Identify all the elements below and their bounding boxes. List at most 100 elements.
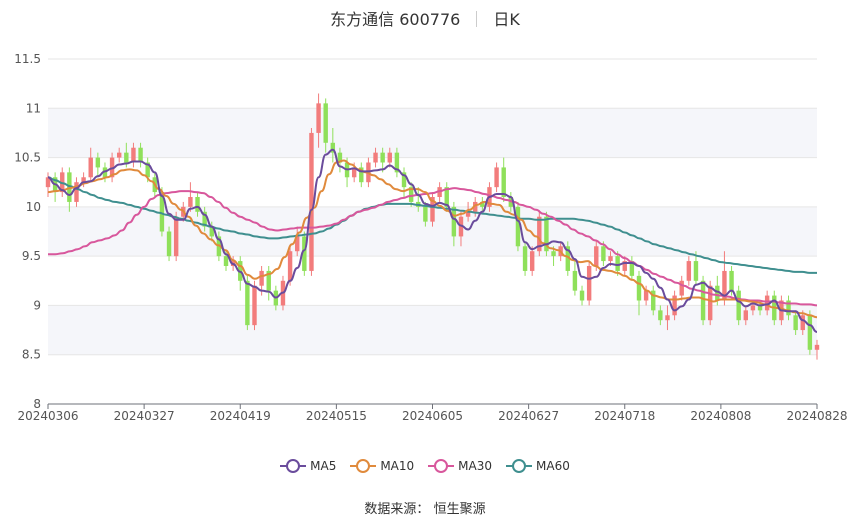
candle: [444, 182, 449, 212]
candle: [651, 285, 656, 316]
candle-body: [309, 132, 314, 271]
candle-body: [729, 270, 734, 291]
candle-body: [793, 315, 798, 331]
candle: [786, 295, 791, 321]
candle: [736, 285, 741, 326]
candle-body: [131, 147, 136, 163]
candle: [45, 172, 51, 197]
candle: [672, 290, 677, 321]
x-tick-label: 20240515: [306, 409, 367, 423]
candle: [188, 182, 193, 212]
x-tick-label: 20240605: [402, 409, 463, 423]
legend-item-ma10[interactable]: MA10: [350, 459, 414, 473]
candle-body: [480, 201, 485, 207]
candle-body: [494, 167, 499, 188]
candle-body: [501, 167, 506, 197]
candle: [522, 241, 528, 276]
legend-label: MA5: [310, 459, 337, 473]
candle: [287, 246, 293, 286]
y-tick-label: 11.5: [14, 52, 41, 66]
candle: [195, 192, 200, 217]
candle: [380, 147, 385, 173]
legend-label: MA60: [536, 459, 570, 473]
candle: [665, 305, 670, 331]
candle: [793, 310, 798, 335]
candle-body: [401, 172, 407, 188]
y-axis: 8 8.5 9 9.5 10 10.5 11 11.5: [14, 52, 41, 411]
candle-body: [209, 226, 214, 237]
candle: [373, 147, 378, 168]
candle-body: [173, 216, 179, 257]
candle: [209, 221, 214, 242]
candle-body: [608, 256, 613, 262]
candle-body: [259, 270, 264, 286]
candle-body: [786, 300, 791, 316]
candle: [116, 147, 122, 163]
candle: [529, 246, 535, 276]
candle-body: [615, 256, 620, 271]
candle-body: [643, 290, 649, 301]
candle-body: [138, 147, 143, 163]
candle-body: [145, 162, 150, 178]
candle-body: [529, 251, 535, 271]
candle-body: [81, 177, 86, 183]
candle: [658, 305, 663, 326]
legend-item-ma30[interactable]: MA30: [428, 459, 492, 473]
series-line-ma30: [48, 187, 818, 307]
moving-average-lines: [47, 148, 818, 333]
candle: [401, 167, 407, 197]
candle: [95, 152, 101, 178]
x-tick-label: 20240627: [498, 409, 559, 423]
candle-body: [45, 177, 51, 188]
candle-body: [287, 251, 293, 281]
legend-label: MA30: [458, 459, 493, 473]
candle-body: [88, 157, 93, 178]
candle-body: [465, 211, 471, 217]
legend-marker-icon: [280, 459, 307, 473]
candle-body: [302, 236, 307, 271]
candle-body: [622, 261, 627, 271]
candle-body: [116, 152, 122, 158]
y-tick-label: 9: [33, 298, 41, 312]
candle-body: [579, 290, 585, 301]
candle: [394, 147, 400, 178]
x-tick-label: 20240718: [594, 409, 655, 423]
candle: [686, 256, 692, 286]
candle: [643, 285, 649, 306]
candle-body: [316, 103, 321, 133]
candle-body: [159, 192, 165, 232]
legend-item-ma60[interactable]: MA60: [506, 459, 570, 473]
legend: MA5 MA10 MA30 MA60: [0, 459, 850, 476]
legend-marker-icon: [428, 459, 455, 473]
candle: [629, 256, 635, 281]
candle: [81, 172, 86, 188]
legend-label: MA10: [380, 459, 415, 473]
candle-body: [245, 280, 250, 326]
x-tick-label: 20240306: [17, 409, 78, 423]
source-value: 恒生聚源: [433, 502, 486, 517]
legend-item-ma5[interactable]: MA5: [280, 459, 336, 473]
source-label: 数据来源：: [364, 502, 430, 517]
candle-body: [594, 246, 599, 266]
candle-body: [195, 197, 200, 212]
candle: [515, 201, 521, 252]
candle-body: [95, 157, 101, 168]
candle-body: [166, 231, 172, 257]
candle-body: [679, 280, 684, 296]
candle-body: [423, 206, 428, 222]
candle: [138, 142, 143, 168]
candle-body: [601, 246, 606, 262]
candle-body: [337, 152, 343, 163]
candle-body: [430, 197, 435, 222]
candle: [295, 226, 300, 257]
candle-body: [515, 206, 521, 247]
series-line-ma10: [47, 159, 818, 319]
candle-body: [736, 290, 741, 321]
candle-body: [522, 246, 528, 271]
candle-body: [722, 270, 727, 301]
candle-body: [451, 206, 457, 237]
candle: [430, 192, 435, 227]
candle: [636, 270, 642, 316]
candle-body: [67, 172, 72, 202]
